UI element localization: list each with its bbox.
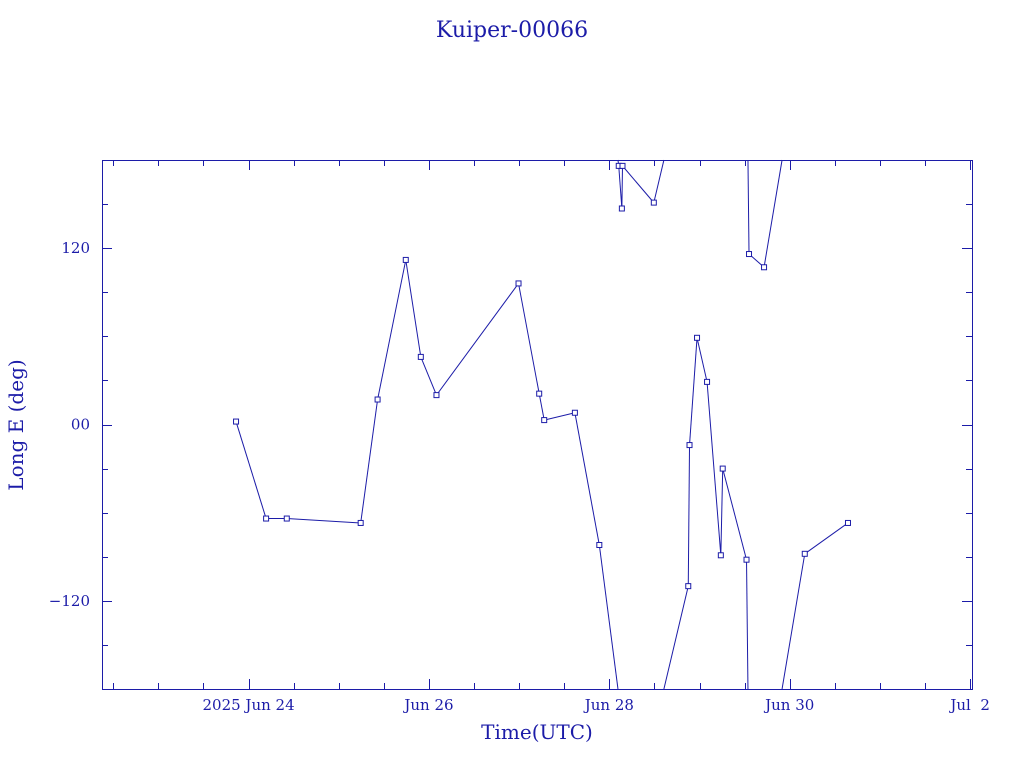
plot-frame (102, 160, 973, 690)
data-point (704, 378, 711, 385)
data-point (596, 541, 603, 548)
data-point (357, 519, 364, 526)
series-segment (621, 165, 623, 209)
x-tick-label: Jun 30 (763, 696, 814, 714)
series-segment (436, 283, 519, 396)
x-tick-label: Jul 2 (948, 696, 990, 714)
data-point (417, 353, 424, 360)
data-point (761, 264, 768, 271)
series-segment (720, 468, 724, 556)
data-series (233, 159, 851, 690)
data-point (541, 417, 548, 424)
series-segment (722, 468, 747, 560)
series-segment (286, 518, 361, 524)
series-segment (538, 393, 545, 421)
series-segment (663, 586, 689, 690)
series-segment (420, 356, 437, 396)
data-point (650, 199, 657, 206)
series-segment (622, 165, 655, 203)
data-point (515, 280, 522, 287)
data-point (374, 396, 381, 403)
data-point (402, 256, 409, 263)
x-tick-label: 2025 Jun 24 (202, 696, 294, 714)
data-point (719, 465, 726, 472)
y-tick-label: 120 (61, 239, 90, 257)
chart-title: Kuiper-00066 (436, 18, 588, 43)
axis-ticks: 120 00 −120 2025 Jun 24 Jun 26 Jun 28 Jun 30 Ju… (49, 160, 990, 714)
series-segment (763, 159, 783, 268)
series-segment (804, 522, 849, 555)
series-segment (235, 421, 267, 519)
data-point (746, 251, 753, 258)
data-point (717, 552, 724, 559)
series-segment (689, 337, 698, 446)
data-point (743, 556, 750, 563)
series-segment (687, 445, 691, 587)
data-point (618, 205, 625, 212)
series-segment (706, 381, 722, 556)
series-segment (781, 553, 806, 690)
data-point (801, 550, 808, 557)
series-segment (518, 283, 540, 394)
data-point (686, 442, 693, 449)
data-point (283, 515, 290, 522)
y-axis-label: Long E (deg) (4, 359, 28, 490)
series-segment (653, 159, 665, 203)
series-segment (618, 165, 623, 209)
series-segment (377, 259, 407, 400)
data-point (844, 519, 851, 526)
series-segment (360, 399, 379, 524)
data-point (536, 390, 543, 397)
y-tick-label: 00 (71, 416, 90, 434)
data-point (233, 418, 240, 425)
x-tick-label: Jun 28 (583, 696, 634, 714)
data-point (685, 583, 692, 590)
data-point (571, 409, 578, 416)
y-tick-label: −120 (49, 592, 90, 610)
series-segment (598, 544, 619, 690)
series-segment (574, 412, 600, 546)
data-point (263, 515, 270, 522)
series-segment (746, 559, 749, 690)
series-segment (696, 337, 708, 382)
series-segment (747, 159, 750, 255)
data-point (694, 334, 701, 341)
data-point (619, 162, 626, 169)
series-segment (544, 412, 576, 421)
x-axis-label: Time(UTC) (481, 720, 593, 744)
data-point (433, 392, 440, 399)
x-tick-label: Jun 26 (402, 696, 453, 714)
series-segment (405, 259, 422, 357)
